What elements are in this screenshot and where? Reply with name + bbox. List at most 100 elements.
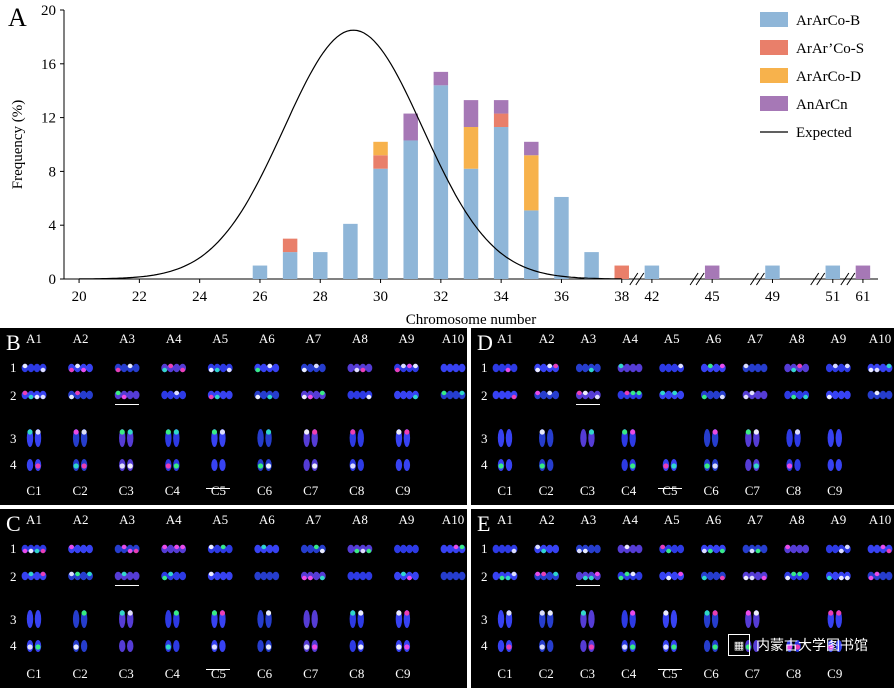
chromosome-spot [452,571,460,581]
chromosome-spot [266,544,274,554]
chromosome-spot [701,394,707,400]
chromosome-spot [366,548,372,554]
chromosome-spot [712,463,718,469]
chromosome-spot [790,544,798,554]
chromosome-spot [347,571,355,581]
bar-segment [463,168,479,279]
chromosome-spot [703,429,711,447]
chromosome-spot [265,463,272,469]
chromosome-spot [660,390,666,396]
bar-segment [282,238,298,253]
chromosome-spot [211,644,218,650]
bar-segment [373,155,388,169]
chromosome-image-b [21,363,466,471]
chromosome-spot [827,459,834,471]
chromosome-spot [400,544,407,554]
bar-segment [343,223,358,279]
chromosome-spot [672,390,678,396]
bar-segment [403,140,418,279]
x-tick-label: 49 [765,289,780,305]
chromosome-spot [760,363,768,373]
chromosome-spot [350,463,356,469]
chromosome-spot [349,640,356,652]
bar-segment [493,127,509,279]
underline-mark [115,404,140,405]
chromosome-spot [575,571,583,581]
chromosome-spot [306,363,314,373]
chromosome-spot [760,544,768,554]
chromosome-spot [162,367,168,373]
chromosome-spot [511,394,517,400]
chromosome-spot [114,544,122,554]
legend-swatch [760,12,788,27]
library-watermark: ▦ 内蒙古大学图书馆 [728,634,868,656]
chromosome-spot [312,463,318,469]
chromosome-spot [357,429,364,447]
chromosome-spot [173,640,180,652]
bottom-label-e: C3 [579,666,596,681]
chromosome-spot [594,571,600,577]
chromosome-spot [621,610,628,628]
chromosome-spot [40,548,46,554]
chromosome-spot [874,390,880,396]
chromosome-spot [666,575,672,581]
chromosome-spot [301,394,307,400]
chromosome-spot [540,363,548,373]
chromosome-spot [630,610,636,616]
chromosome-spot [358,644,364,650]
chromosome-spot [365,571,373,581]
chromosome-spot [885,390,893,400]
y-tick-label: 4 [49,218,57,234]
chromosome-spot [497,610,505,628]
panel-label-e: E [477,511,491,536]
chromosome-spot [630,463,636,469]
y-tick-label: 0 [49,272,57,288]
bottom-label-b: C9 [395,483,411,498]
chromosome-spot [678,571,684,577]
chromosome-spot [132,571,140,581]
chromosome-spot [753,610,759,616]
chromosome-spot [492,544,500,554]
top-label-c: A9 [398,512,415,527]
chromosome-spot [754,571,762,581]
chromosome-spot [260,390,268,400]
chromosome-spot [828,644,834,650]
chromosome-spot [396,429,402,435]
chromosome-spot [492,571,500,581]
chromosome-spot [303,459,310,471]
chromosome-spot [354,548,360,554]
chromosome-spot [539,429,545,435]
chromosome-spot [127,610,133,616]
chromosome-spot [712,363,720,373]
chromosome-spot [743,363,749,369]
chromosome-spot [133,548,139,554]
chromosome-spot [265,610,272,616]
top-label-b: A1 [26,331,42,346]
chromosome-spot [174,544,180,550]
x-tick-label: 24 [192,289,208,305]
chromosome-spot [754,363,762,373]
chromosome-spot [40,571,46,577]
chromosome-spot [114,571,122,581]
chromosome-spot [755,548,761,554]
chromosome-spot [80,390,87,400]
top-label-b: A2 [72,331,89,346]
chromosome-spot [753,429,759,435]
chromosome-spot [745,610,751,616]
chromosome-spot [121,544,127,550]
chromosome-spot [34,610,42,628]
panel-label-b: B [6,330,21,355]
chromosome-spot [700,363,708,373]
bottom-label-e: C9 [827,666,843,681]
chromosome-spot [868,367,874,373]
chromosome-spot [885,571,893,581]
bar-segment [524,155,539,211]
chromosome-spot [126,390,134,400]
row-label-e: 1 [481,541,488,556]
chromosome-spot [867,544,875,554]
chromosome-spot [539,610,545,616]
chromosome-spot [396,644,402,650]
chromosome-spot [446,390,454,400]
bar-segment [282,252,298,279]
bottom-label-e: C7 [744,666,760,681]
